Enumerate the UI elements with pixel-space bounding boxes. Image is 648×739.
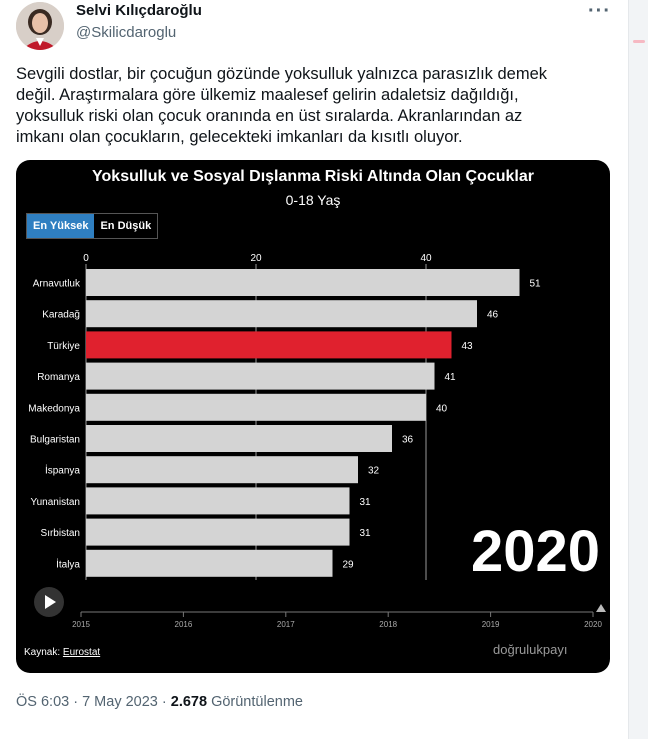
scrollbar[interactable]: [628, 0, 648, 739]
value-label: 31: [360, 497, 372, 508]
value-label: 31: [360, 528, 372, 539]
author-name[interactable]: Selvi Kılıçdaroğlu: [76, 2, 202, 19]
play-button[interactable]: [34, 587, 64, 617]
tweet: Selvi Kılıçdaroğlu @Skilicdaroglu ··· Se…: [16, 0, 616, 710]
category-label: Yunanistan: [31, 497, 81, 508]
avatar[interactable]: [16, 2, 64, 50]
ranking-toggle[interactable]: En Yüksek En Düşük: [26, 213, 159, 239]
timeline-tick-label: 2018: [379, 620, 397, 629]
more-options-icon[interactable]: ···: [588, 0, 611, 22]
bar: [86, 549, 333, 577]
value-label: 51: [530, 279, 542, 290]
value-label: 46: [487, 310, 499, 321]
toggle-highest-button[interactable]: En Yüksek: [27, 214, 95, 238]
bar-chart: 0 20 40 Arnavutluk 51 Karadağ 46 Türkiye 43 Roman…: [28, 253, 606, 629]
category-label: İspanya: [45, 464, 80, 477]
chart-subtitle: 0-18 Yaş: [285, 192, 341, 208]
timestamp[interactable]: ÖS 6:03 · 7 May 2023 ·: [16, 694, 171, 710]
value-label: 40: [436, 403, 448, 414]
play-icon: [45, 595, 56, 609]
category-label: Romanya: [37, 372, 80, 383]
toggle-lowest-button[interactable]: En Düşük: [94, 214, 158, 238]
timeline-tick-label: 2015: [72, 620, 90, 629]
bar: [86, 456, 358, 484]
category-label: Makedonya: [28, 403, 80, 414]
value-label: 29: [343, 559, 355, 570]
timeline-tick-label: 2020: [584, 620, 602, 629]
publisher-logo: doğrulukpayı: [493, 642, 568, 657]
source-link[interactable]: Eurostat: [62, 647, 101, 658]
value-label: 36: [402, 435, 414, 446]
bar: [86, 393, 426, 421]
x-tick-label: 20: [250, 253, 262, 264]
category-label: Karadağ: [42, 310, 80, 321]
view-count: 2.678: [170, 694, 208, 710]
bar: [86, 362, 435, 390]
category-label: İtalya: [56, 557, 80, 570]
bar: [86, 518, 350, 546]
timeline-tick-label: 2016: [175, 620, 193, 629]
value-label: 32: [368, 466, 380, 477]
bar: [86, 425, 392, 452]
bar: [86, 269, 520, 296]
tweet-text-line: değil. Araştırmalara göre ülkemiz maales…: [16, 86, 519, 104]
category-label: Türkiye: [47, 341, 80, 352]
tweet-text-line: imkanı olan çocukların, gelecekteki imka…: [16, 128, 463, 146]
views-label: Görüntülenme: [207, 694, 303, 710]
value-label: 41: [445, 372, 457, 383]
tweet-text-line: yoksulluk riski olan çocuk oranında en ü…: [16, 107, 523, 125]
bar: [86, 300, 477, 328]
timeline-tick-label: 2019: [482, 620, 500, 629]
chart-title: Yoksulluk ve Sosyal Dışlanma Riski Altın…: [92, 168, 534, 185]
tweet-text: Sevgili dostlar, bir çocuğun gözünde yok…: [16, 64, 616, 148]
value-label: 43: [462, 341, 474, 352]
year-label: 2020: [471, 519, 600, 584]
source-label: Kaynak:: [24, 647, 61, 658]
video-media[interactable]: Yoksulluk ve Sosyal Dışlanma Riski Altın…: [16, 160, 610, 673]
x-tick-label: 0: [83, 253, 89, 264]
x-tick-label: 40: [420, 253, 432, 264]
category-label: Arnavutluk: [33, 279, 81, 290]
category-label: Sırbistan: [41, 528, 80, 539]
source-caption: Kaynak: Eurostat: [24, 647, 100, 658]
tweet-meta: ÖS 6:03 · 7 May 2023 · 2.678 Görüntülenm…: [16, 694, 303, 710]
timeline-tick-label: 2017: [277, 620, 295, 629]
bar: [86, 331, 452, 359]
bar: [86, 487, 350, 515]
author-handle[interactable]: @Skilicdaroglu: [76, 24, 177, 41]
scroll-marker: [633, 40, 645, 43]
tweet-text-line: Sevgili dostlar, bir çocuğun gözünde yok…: [16, 65, 548, 83]
category-label: Bulgaristan: [30, 435, 80, 446]
timeline-marker: [596, 604, 606, 612]
